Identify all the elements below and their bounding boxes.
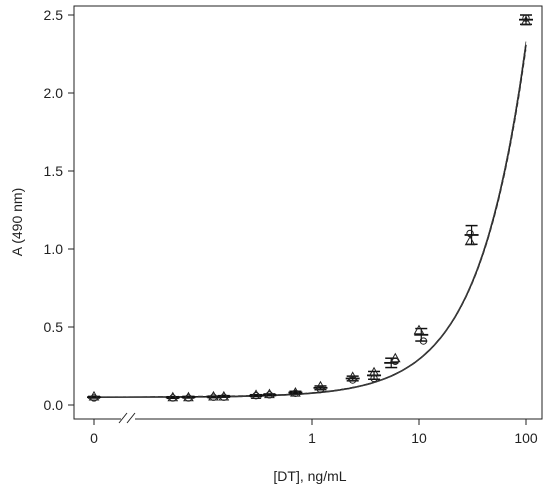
plot-frame (73, 5, 543, 420)
circle-point (184, 394, 193, 402)
circle-point (391, 357, 399, 366)
circle-point (265, 391, 274, 399)
circle-point (169, 394, 177, 402)
x-tick-label: 1 (308, 430, 316, 446)
axis-break-mark (118, 412, 128, 424)
x-axis: 0 1 10 100 (90, 412, 538, 446)
triangle-point (347, 371, 359, 382)
circle-point (419, 337, 428, 345)
y-tick-label: 1.5 (44, 163, 64, 179)
circle-point (316, 385, 325, 394)
circle-point (220, 393, 228, 401)
circle-point (291, 389, 300, 397)
data-points (88, 14, 532, 402)
circle-point (348, 376, 357, 384)
circle-point (90, 394, 98, 402)
triangle-point (464, 235, 476, 246)
fit-line-dashed (93, 49, 527, 398)
y-tick-label: 0.5 (44, 319, 64, 335)
triangle-point (389, 352, 401, 363)
plot-border (73, 5, 543, 420)
axis-break-mark (126, 412, 136, 424)
y-axis-title: A (490 nm) (9, 188, 25, 256)
circle-point (466, 229, 474, 238)
triangle-point (368, 366, 380, 377)
circle-point (209, 393, 218, 401)
y-tick-label: 1.0 (44, 241, 64, 257)
x-tick-label: 10 (411, 430, 427, 446)
y-tick-label: 0.0 (44, 397, 64, 413)
circle-point (522, 14, 530, 22)
triangle-point (413, 324, 425, 335)
x-tick-label: 100 (514, 430, 538, 446)
axis-break-gap (121, 415, 135, 423)
x-tick-label: 0 (90, 430, 98, 446)
circle-point (370, 374, 378, 383)
y-axis: 0.0 0.5 1.0 1.5 2.0 2.5 (44, 7, 74, 413)
x-axis-title: [DT], ng/mL (273, 468, 346, 484)
circle-point (252, 391, 260, 400)
y-tick-label: 2.0 (44, 85, 64, 101)
triangle-point (315, 380, 326, 391)
y-tick-label: 2.5 (44, 7, 64, 23)
